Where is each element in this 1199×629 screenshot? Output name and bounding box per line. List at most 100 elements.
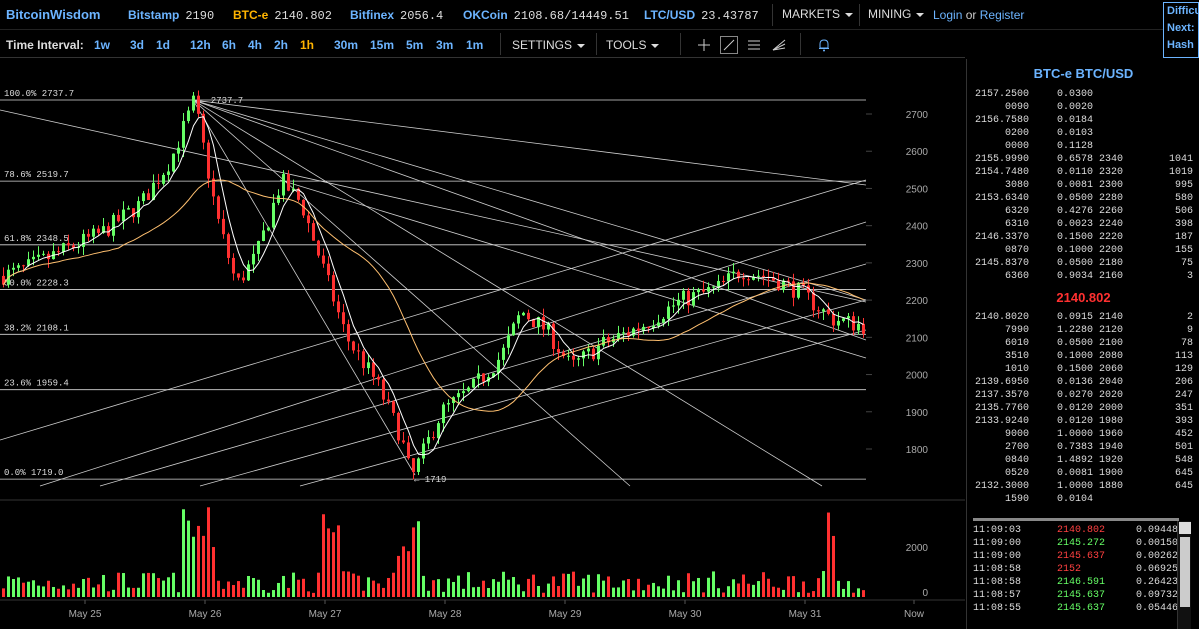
fib-level-label: 23.6% 1959.4	[4, 379, 69, 389]
volume-bar	[637, 578, 640, 597]
depth-price: 2120	[1099, 325, 1124, 336]
interval-6h[interactable]: 6h	[222, 38, 237, 52]
settings-menu[interactable]: SETTINGS	[512, 38, 586, 52]
orderbook-bids: 2140.8020 0.0915 2140 2 7990 1.2280 2120 9 6010 0…	[973, 311, 1193, 506]
volume-bar	[427, 590, 430, 597]
scroll-thumb[interactable]	[1180, 537, 1190, 607]
order-price: 2155.9990	[974, 154, 1029, 165]
x-tick-label: May 27	[309, 609, 342, 620]
volume-bar	[652, 582, 655, 597]
orderbook-row[interactable]: 0870 0.1000 2200 155	[973, 244, 1193, 257]
volume-bar	[667, 575, 670, 597]
ticker-bitstamp[interactable]: Bitstamp 2190	[128, 8, 214, 23]
interval-3d[interactable]: 3d	[130, 38, 145, 52]
trade-amount: 0.09448	[1135, 525, 1178, 536]
orderbook-row[interactable]: 2700 0.7383 1940 501	[973, 441, 1193, 454]
orderbook-row[interactable]: 1010 0.1500 2060 129	[973, 363, 1193, 376]
tools-menu[interactable]: TOOLS	[606, 38, 660, 52]
volume-bar	[382, 587, 385, 597]
orderbook-row[interactable]: 7990 1.2280 2120 9	[973, 324, 1193, 337]
candle-body	[732, 271, 735, 274]
orderbook-row[interactable]: 2137.3570 0.0270 2020 247	[973, 389, 1193, 402]
markets-menu[interactable]: MARKETS	[782, 7, 854, 21]
orderbook-row[interactable]: 3080 0.0081 2300 995	[973, 179, 1193, 192]
candle-body	[562, 352, 565, 356]
orderbook-row[interactable]: 0200 0.0103	[973, 127, 1193, 140]
orderbook-row[interactable]: 2153.6340 0.0500 2280 580	[973, 192, 1193, 205]
orderbook-row[interactable]: 2133.9240 0.0120 1980 393	[973, 415, 1193, 428]
site-logo[interactable]: BitcoinWisdom	[6, 7, 101, 22]
scroll-up-arrow[interactable]	[1179, 522, 1191, 534]
alert-bell-icon[interactable]	[815, 36, 833, 54]
orderbook-row[interactable]: 2156.7580 0.0184	[973, 114, 1193, 127]
order-price: 3510	[1004, 351, 1029, 362]
interval-5m[interactable]: 5m	[406, 38, 424, 52]
orderbook-row[interactable]: 6360 0.9034 2160 3	[973, 270, 1193, 283]
crosshair-icon[interactable]	[695, 36, 713, 54]
orderbook-row[interactable]: 0520 0.0081 1900 645	[973, 467, 1193, 480]
interval-12h[interactable]: 12h	[190, 38, 211, 52]
interval-15m[interactable]: 15m	[370, 38, 395, 52]
price-chart[interactable]: 100.0% 2737.7 78.6% 2519.7 61.8% 2348.5 50.…	[0, 59, 965, 629]
y-tick-label: 2500	[906, 184, 929, 195]
orderbook-row[interactable]: 2155.9990 0.6578 2340 1041	[973, 153, 1193, 166]
candle-body	[542, 317, 545, 330]
candle-body	[757, 275, 760, 277]
candle-body	[862, 323, 865, 334]
volume-bar	[857, 588, 860, 597]
volume-bar	[752, 584, 755, 597]
interval-4h[interactable]: 4h	[248, 38, 263, 52]
orderbook-row[interactable]: 0090 0.0020	[973, 101, 1193, 114]
candlesticks	[2, 90, 865, 480]
trough-annotation: ← 1719	[414, 475, 446, 485]
volume-bar	[22, 582, 25, 597]
orderbook-row[interactable]: 6320 0.4276 2260 506	[973, 205, 1193, 218]
volume-bar	[587, 574, 590, 597]
orderbook-row[interactable]: 3510 0.1000 2080 113	[973, 350, 1193, 363]
orderbook-row[interactable]: 2146.3370 0.1500 2220 187	[973, 231, 1193, 244]
register-link[interactable]: Register	[979, 8, 1025, 22]
interval-1m[interactable]: 1m	[466, 38, 484, 52]
orderbook-row[interactable]: 2139.6950 0.0136 2040 206	[973, 376, 1193, 389]
ticker-ltcusd[interactable]: LTC/USD 23.43787	[644, 8, 759, 23]
orderbook-row[interactable]: 0000 0.1128	[973, 140, 1193, 153]
orderbook-row[interactable]: 2140.8020 0.0915 2140 2	[973, 311, 1193, 324]
trades-divider	[973, 518, 1179, 521]
orderbook-row[interactable]: 2132.3000 1.0000 1880 645	[973, 480, 1193, 493]
mining-menu[interactable]: MINING	[868, 7, 925, 21]
trendline-icon[interactable]	[720, 36, 738, 54]
trade-amount: 0.06925	[1135, 564, 1178, 575]
interval-2h[interactable]: 2h	[274, 38, 289, 52]
login-link[interactable]: Login	[933, 8, 963, 22]
candle-body	[617, 333, 620, 339]
order-amount: 0.0500	[1057, 338, 1094, 349]
orderbook-row[interactable]: 6010 0.0500 2100 78	[973, 337, 1193, 350]
orderbook-row[interactable]: 1590 0.0104	[973, 493, 1193, 506]
orderbook-row[interactable]: 6310 0.0023 2240 398	[973, 218, 1193, 231]
ticker-okcoin[interactable]: OKCoin 2108.68/14449.51	[463, 8, 629, 23]
interval-3m[interactable]: 3m	[436, 38, 454, 52]
candle-body	[192, 95, 195, 111]
volume-tick-label: 0	[922, 588, 928, 599]
y-tick-label: 2000	[906, 371, 929, 382]
interval-1h[interactable]: 1h	[300, 38, 315, 52]
difficulty-box[interactable]: Difficu Next: Hash	[1163, 2, 1199, 58]
volume-bar	[232, 585, 235, 597]
interval-1w[interactable]: 1w	[94, 38, 111, 52]
trades-scrollbar[interactable]	[1177, 521, 1191, 629]
ticker-btce[interactable]: BTC-e 2140.802	[233, 8, 332, 23]
interval-1d[interactable]: 1d	[156, 38, 171, 52]
ticker-bitfinex[interactable]: Bitfinex 2056.4	[350, 8, 443, 23]
orderbook-row[interactable]: 9000 1.0000 1960 452	[973, 428, 1193, 441]
volume-bar	[92, 587, 95, 597]
orderbook-row[interactable]: 2145.8370 0.0500 2180 75	[973, 257, 1193, 270]
depth-total: 2	[1186, 312, 1193, 323]
fan-icon[interactable]	[770, 36, 788, 54]
volume-bar	[642, 590, 645, 597]
orderbook-row[interactable]: 2157.2500 0.0300	[973, 88, 1193, 101]
orderbook-row[interactable]: 2135.7760 0.0120 2000 351	[973, 402, 1193, 415]
orderbook-row[interactable]: 0840 1.4892 1920 548	[973, 454, 1193, 467]
orderbook-row[interactable]: 2154.7480 0.0110 2320 1019	[973, 166, 1193, 179]
horizontal-lines-icon[interactable]	[745, 36, 763, 54]
interval-30m[interactable]: 30m	[334, 38, 359, 52]
